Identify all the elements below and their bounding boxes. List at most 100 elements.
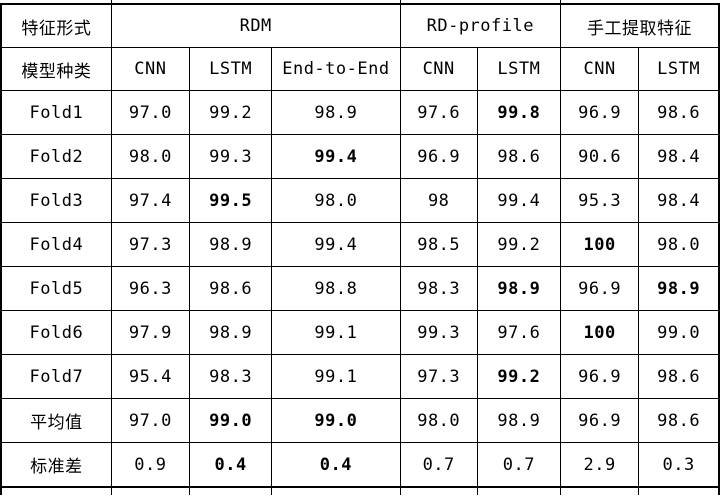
table-row-stddev: 标准差 0.9 0.4 0.4 0.7 0.7 2.9 0.3 [0,442,720,488]
cropped-cell [188,486,273,495]
value-cell: 99.4 [476,178,562,223]
value-cell: 98.0 [638,222,720,267]
value-cell: 98.5 [399,222,478,267]
cropped-cell [399,486,478,495]
header-model: CNN [399,47,478,91]
value-cell: 99.2 [476,222,562,267]
table-row-fold2: Fold2 98.0 99.3 99.4 96.9 98.6 90.6 98.4 [0,134,720,179]
value-cell: 98.6 [638,354,720,399]
value-cell: 98.9 [476,398,562,443]
value-cell: 98 [399,178,478,223]
header-model: CNN [559,47,640,91]
value-cell: 0.7 [399,442,478,488]
feature-type-header-row: 特征形式 RDM RD-profile 手工提取特征 [0,3,720,48]
value-cell: 99.2 [188,90,273,135]
value-cell: 98.6 [638,90,720,135]
table-row-fold6: Fold6 97.9 98.9 99.1 99.3 97.6 100 99.0 [0,310,720,355]
table-row-fold3: Fold3 97.4 99.5 98.0 98 99.4 95.3 98.4 [0,178,720,223]
value-cell: 99.0 [271,398,401,443]
value-cell: 96.9 [399,134,478,179]
row-label: Fold6 [0,310,112,355]
value-cell: 98.6 [476,134,562,179]
cropped-cell [110,486,191,495]
value-cell: 98.9 [188,222,273,267]
header-model: LSTM [638,47,720,91]
value-cell: 98.0 [110,134,191,179]
value-cell: 98.8 [271,266,401,311]
cropped-cell [638,486,720,495]
row-label: Fold1 [0,90,112,135]
header-group-rdm: RDM [110,3,401,48]
value-cell: 97.6 [399,90,478,135]
header-model: CNN [110,47,191,91]
header-group-rd-profile: RD-profile [399,3,562,48]
row-label: Fold4 [0,222,112,267]
value-cell: 96.9 [559,90,640,135]
cropped-cell [1,0,112,5]
value-cell: 98.4 [638,178,720,223]
value-cell: 99.8 [476,90,562,135]
value-cell: 98.3 [399,266,478,311]
value-cell: 99.4 [271,222,401,267]
value-cell: 98.4 [638,134,720,179]
value-cell: 97.4 [110,178,191,223]
row-label: 平均值 [0,398,112,443]
value-cell: 98.9 [271,90,401,135]
value-cell: 96.9 [559,398,640,443]
model-type-header-row: 模型种类 CNN LSTM End-to-End CNN LSTM CNN LS… [0,47,720,91]
header-feature-form: 特征形式 [0,3,112,48]
value-cell: 100 [559,222,640,267]
row-label: 标准差 [0,442,112,488]
table-row-fold5: Fold5 96.3 98.6 98.8 98.3 98.9 96.9 98.9 [0,266,720,311]
value-cell: 98.6 [188,266,273,311]
value-cell: 97.3 [399,354,478,399]
cropped-cell [0,486,112,495]
value-cell: 99.0 [188,398,273,443]
value-cell: 95.4 [110,354,191,399]
value-cell: 97.0 [110,90,191,135]
value-cell: 99.4 [271,134,401,179]
cropped-row-bottom [0,486,720,495]
value-cell: 99.5 [188,178,273,223]
value-cell: 99.0 [638,310,720,355]
value-cell: 98.3 [188,354,273,399]
value-cell: 98.6 [638,398,720,443]
value-cell: 0.7 [476,442,562,488]
value-cell: 97.3 [110,222,191,267]
value-cell: 100 [559,310,640,355]
value-cell: 98.9 [188,310,273,355]
value-cell: 2.9 [559,442,640,488]
row-label: Fold3 [0,178,112,223]
table-row-fold7: Fold7 95.4 98.3 99.1 97.3 99.2 96.9 98.6 [0,354,720,399]
value-cell: 99.1 [271,310,401,355]
value-cell: 0.4 [188,442,273,488]
value-cell: 99.1 [271,354,401,399]
header-model: LSTM [476,47,562,91]
value-cell: 98.9 [476,266,562,311]
value-cell: 97.6 [476,310,562,355]
header-model: End-to-End [271,47,401,91]
cropped-cell [271,486,401,495]
cropped-cell [559,486,640,495]
cropped-cell [399,0,562,5]
value-cell: 97.0 [110,398,191,443]
cropped-cell [560,0,719,5]
value-cell: 98.0 [271,178,401,223]
header-model-type: 模型种类 [0,47,112,91]
value-cell: 0.9 [110,442,191,488]
row-label: Fold5 [0,266,112,311]
value-cell: 90.6 [559,134,640,179]
value-cell: 97.9 [110,310,191,355]
row-label: Fold2 [0,134,112,179]
table-row-mean: 平均值 97.0 99.0 99.0 98.0 98.9 96.9 98.6 [0,398,720,443]
cropped-row-top [1,0,719,5]
value-cell: 96.9 [559,354,640,399]
value-cell: 98.9 [638,266,720,311]
table-row-fold1: Fold1 97.0 99.2 98.9 97.6 99.8 96.9 98.6 [0,90,720,135]
cropped-cell [476,486,562,495]
value-cell: 0.3 [638,442,720,488]
value-cell: 96.9 [559,266,640,311]
value-cell: 99.3 [188,134,273,179]
value-cell: 96.3 [110,266,191,311]
value-cell: 95.3 [559,178,640,223]
